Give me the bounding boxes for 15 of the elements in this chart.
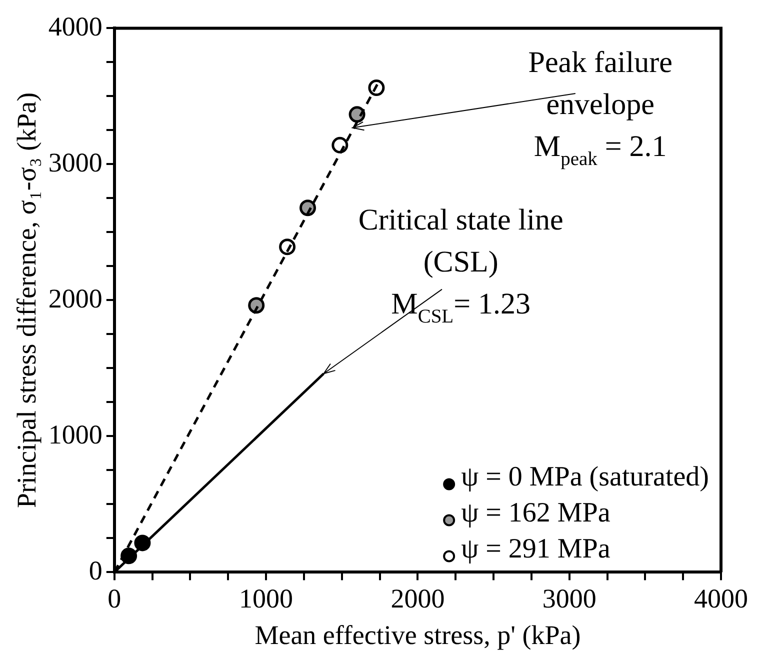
x-axis-title: Mean effective stress, p' (kPa) (254, 620, 581, 650)
x-tick-label: 2000 (390, 583, 445, 614)
legend-label: ψ = 291 MPa (461, 534, 611, 565)
y-tick-label: 4000 (48, 11, 102, 42)
legend-label: ψ = 0 MPa (saturated) (461, 462, 710, 493)
x-tick-label: 3000 (542, 583, 596, 614)
y-axis-title: Principal stress difference, σ₁-σ₃ (kPa) (11, 92, 42, 508)
x-tick-label: 4000 (694, 583, 748, 614)
legend-label: ψ = 162 MPa (461, 498, 611, 529)
y-tick-label: 3000 (48, 147, 102, 178)
y-tick-label: 2000 (48, 283, 102, 314)
y-tick-label: 1000 (48, 419, 102, 450)
x-tick-label: 1000 (239, 583, 294, 614)
x-tick-label: 0 (108, 583, 122, 614)
y-tick-label: 0 (88, 555, 102, 586)
